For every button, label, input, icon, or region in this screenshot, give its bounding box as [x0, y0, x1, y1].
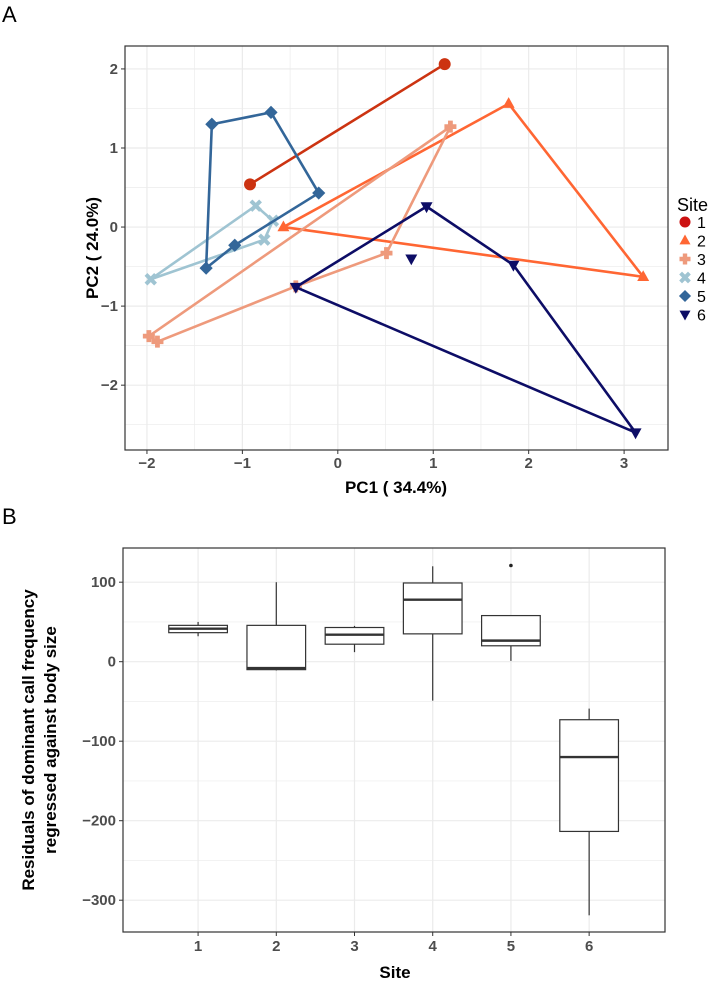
x-tick-label: −2 — [138, 455, 155, 472]
hull-line-site-5 — [204, 111, 321, 270]
pca-y-axis-label: PC2 ( 24.0%) — [83, 197, 102, 299]
data-point-site-5 — [228, 238, 242, 252]
data-point-site-2 — [277, 220, 290, 232]
panel-b-label: B — [2, 504, 17, 529]
data-point-site-5 — [312, 186, 326, 200]
data-point-site-3 — [380, 247, 393, 260]
x-tick-label: 3 — [350, 938, 358, 955]
data-point-site-6 — [507, 260, 520, 272]
data-point-site-4 — [249, 199, 262, 212]
box-site-6 — [559, 708, 620, 916]
pca-plot: −2 −1 0 1 2 3 −2 −1 0 1 2 — [101, 45, 669, 472]
x-tick-label: 3 — [620, 455, 628, 472]
x-tick-label: 6 — [585, 938, 593, 955]
data-point-site-2 — [637, 270, 650, 282]
box-x-axis-label: Site — [379, 963, 410, 982]
data-point-site-6 — [405, 254, 418, 266]
plot-border — [122, 547, 666, 933]
x-tick-label: −1 — [234, 455, 251, 472]
data-point-site-5 — [205, 117, 219, 131]
x-tick-label: 2 — [272, 938, 280, 955]
x-tick-label: 1 — [194, 938, 202, 955]
iqr-box — [246, 624, 307, 671]
legend-key-site-3 — [679, 253, 691, 265]
x-tick-label: 1 — [429, 455, 437, 472]
cross-stroke — [249, 199, 262, 212]
data-point-site-6 — [420, 202, 433, 214]
cross-stroke — [679, 271, 691, 284]
y-tick-label: −2 — [101, 377, 118, 394]
cross-stroke — [258, 233, 271, 246]
y-tick-label: −1 — [101, 298, 118, 315]
data-point-site-1 — [244, 178, 257, 191]
data-point-site-4 — [258, 233, 271, 246]
legend-label-site-6: 6 — [697, 308, 706, 325]
data-point-site-1 — [438, 58, 451, 71]
data-point-site-5 — [264, 105, 278, 120]
data-point-site-4 — [144, 273, 157, 286]
outlier-point — [509, 563, 513, 568]
data-point-site-6 — [289, 282, 302, 294]
x-tick-label: 4 — [429, 938, 438, 955]
box-site-1 — [168, 621, 229, 637]
box-y-axis-label-line1: Residuals of dominant call frequency — [19, 589, 38, 891]
hull-line-site-1 — [249, 63, 446, 186]
pca-x-axis-label: PC1 ( 34.4%) — [345, 478, 447, 497]
data-point-site-6 — [629, 428, 642, 440]
plot-border — [124, 45, 669, 451]
x-tick-label: 5 — [507, 938, 515, 955]
data-point-site-3 — [142, 330, 155, 343]
box-site-4 — [402, 566, 463, 701]
y-tick-label: −100 — [82, 733, 116, 750]
legend-key-site-4 — [679, 271, 691, 284]
y-tick-label: −300 — [82, 892, 116, 909]
y-tick-label: −200 — [82, 813, 116, 830]
cross-stroke — [144, 273, 157, 286]
data-point-site-3 — [444, 120, 457, 133]
y-tick-label: 0 — [110, 219, 118, 236]
y-tick-label: 100 — [91, 574, 116, 591]
series-site-1 — [244, 58, 451, 191]
y-tick-label: 0 — [108, 654, 116, 671]
boxplot: 1 2 3 4 5 6 100 0 −100 −200 −300 — [82, 547, 666, 955]
data-point-site-3 — [151, 335, 164, 348]
iqr-box — [402, 582, 463, 635]
legend-label-site-3: 3 — [697, 252, 706, 269]
x-tick-label: 0 — [334, 455, 342, 472]
box-site-3 — [324, 625, 385, 653]
legend-key-site-2 — [679, 234, 691, 245]
box-site-5 — [480, 563, 541, 661]
data-point-site-5 — [199, 261, 213, 275]
x-tick-label: 2 — [524, 455, 532, 472]
legend-title: Site — [677, 195, 708, 215]
plot-background — [125, 46, 668, 450]
legend-label-site-1: 1 — [697, 215, 706, 232]
legend-key-site-1 — [679, 216, 691, 228]
box-site-2 — [246, 582, 307, 671]
y-tick-label: 2 — [110, 61, 118, 78]
panel-a-label: A — [2, 2, 17, 27]
legend-key-site-5 — [678, 289, 692, 303]
iqr-box — [559, 719, 620, 833]
legend-label-site-4: 4 — [697, 271, 706, 288]
site-legend: Site 1 23 45 6 — [677, 195, 708, 325]
legend-key-site-6 — [679, 310, 691, 321]
legend-label-site-5: 5 — [697, 289, 706, 306]
data-point-site-2 — [502, 97, 515, 108]
y-tick-label: 1 — [110, 140, 118, 157]
legend-label-site-2: 2 — [697, 234, 706, 251]
series-site-5 — [199, 105, 326, 275]
series-site-6 — [289, 202, 642, 440]
box-y-axis-label-line2: regressed against body size — [41, 626, 60, 854]
